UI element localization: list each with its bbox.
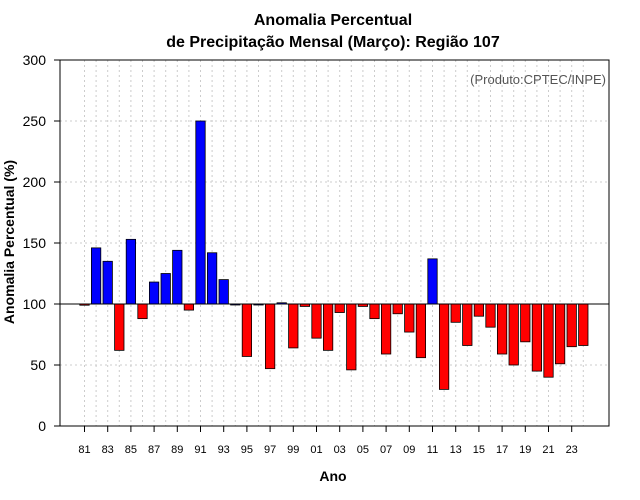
bar <box>91 247 102 305</box>
bar <box>172 249 183 305</box>
bar <box>496 303 508 355</box>
x-axis-label: Ano <box>319 468 346 484</box>
bar <box>241 303 252 357</box>
bar <box>566 303 577 348</box>
y-tick-label: 200 <box>23 174 47 190</box>
bar <box>531 303 543 372</box>
bar <box>473 303 485 317</box>
x-tick-label: 09 <box>403 444 415 456</box>
y-axis-label: Anomalia Percentual (%) <box>1 160 17 324</box>
x-tick-label: 01 <box>310 444 322 456</box>
x-tick-label: 07 <box>380 444 392 456</box>
bar <box>160 273 171 305</box>
bar <box>555 303 566 365</box>
bar <box>485 303 496 328</box>
bar <box>543 303 554 378</box>
x-tick-label: 05 <box>357 444 369 456</box>
bar <box>392 303 403 315</box>
chart-title-line2: de Precipitação Mensal (Março): Região 1… <box>166 34 500 51</box>
bar <box>462 303 473 346</box>
y-tick-label: 0 <box>38 418 46 434</box>
bar <box>369 303 380 320</box>
bar <box>195 120 206 305</box>
x-tick-label: 93 <box>218 444 230 456</box>
bar <box>114 303 125 351</box>
x-tick-label: 15 <box>473 444 485 456</box>
credit-text: (Produto:CPTEC/INPE) <box>470 72 606 87</box>
y-tick-label: 150 <box>23 235 47 251</box>
x-tick-label: 95 <box>241 444 253 456</box>
bar <box>137 303 148 320</box>
y-tick-label: 50 <box>30 357 46 373</box>
x-tick-label: 13 <box>450 444 462 456</box>
bar <box>183 303 194 311</box>
bar <box>438 303 450 390</box>
y-tick-label: 100 <box>23 296 47 312</box>
x-axis: 81 83 85 87 89 91 93 95 97 99 01 03 05 07 09 11 13 15 17 19… <box>78 426 578 456</box>
grid <box>60 60 609 426</box>
bar <box>415 303 427 359</box>
bar <box>404 303 415 333</box>
bar <box>520 303 531 343</box>
x-tick-label: 19 <box>519 444 531 456</box>
bar <box>322 303 334 351</box>
bar <box>148 281 160 305</box>
bar <box>334 303 345 313</box>
x-tick-label: 81 <box>78 444 90 456</box>
x-tick-label: 21 <box>542 444 554 456</box>
x-tick-label: 17 <box>496 444 508 456</box>
x-tick-label: 99 <box>287 444 299 456</box>
bar <box>311 303 322 339</box>
x-tick-label: 03 <box>334 444 346 456</box>
bar <box>508 303 519 366</box>
x-tick-label: 91 <box>194 444 206 456</box>
x-tick-label: 85 <box>125 444 137 456</box>
bar <box>288 303 299 349</box>
x-tick-label: 89 <box>171 444 183 456</box>
y-axis: 0 50 100 150 200 250 300 <box>23 52 60 434</box>
y-tick-label: 250 <box>23 113 47 129</box>
bar <box>346 303 357 371</box>
y-tick-label: 300 <box>23 52 47 68</box>
bar <box>427 258 438 305</box>
x-tick-label: 11 <box>427 444 438 456</box>
x-tick-label: 83 <box>102 444 114 456</box>
bar <box>450 303 461 323</box>
chart-title-line1: Anomalia Percentual <box>254 12 412 29</box>
bar <box>264 303 276 370</box>
bar <box>380 303 392 355</box>
x-tick-label: 87 <box>148 444 160 456</box>
x-tick-label: 23 <box>566 444 578 456</box>
bars <box>79 120 589 390</box>
bar <box>206 252 218 305</box>
bar <box>102 260 113 305</box>
bar <box>218 279 229 305</box>
bar <box>125 238 136 305</box>
bar <box>578 303 589 346</box>
x-tick-label: 97 <box>264 444 276 456</box>
